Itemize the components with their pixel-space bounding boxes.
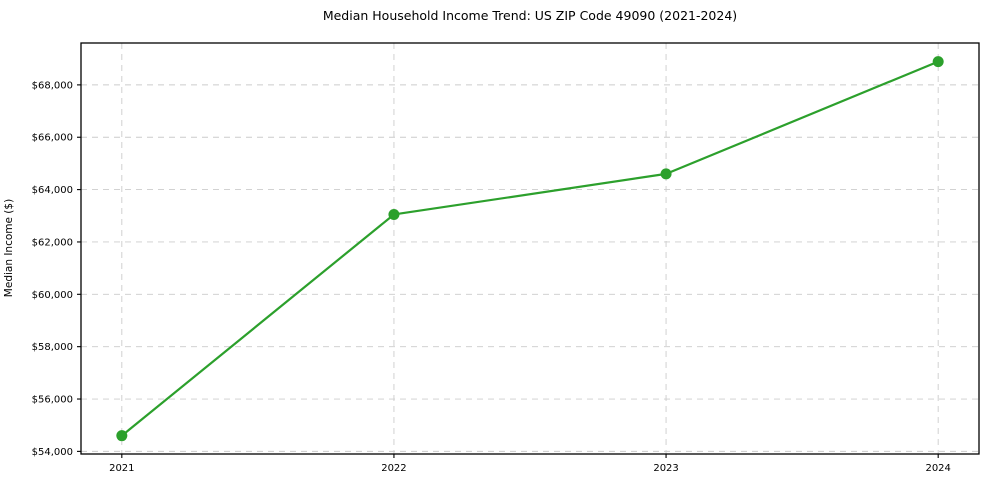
y-tick-label: $56,000 xyxy=(32,395,73,406)
x-tick-label: 2021 xyxy=(109,463,134,474)
data-point-marker xyxy=(388,208,400,220)
data-point-marker xyxy=(116,430,128,442)
y-tick-label: $68,000 xyxy=(32,80,73,91)
plot-border xyxy=(80,42,980,455)
y-tick-label: $58,000 xyxy=(32,342,73,353)
x-tick-label: 2024 xyxy=(925,463,950,474)
data-point-marker xyxy=(932,56,944,68)
y-tick-label: $62,000 xyxy=(32,237,73,248)
chart-title: Median Household Income Trend: US ZIP Co… xyxy=(322,8,738,23)
income-trend-line xyxy=(120,60,940,437)
y-tick-label: $64,000 xyxy=(32,185,73,196)
x-tick-label: 2022 xyxy=(381,463,406,474)
y-tick-label: $66,000 xyxy=(32,133,73,144)
y-tick-label: $54,000 xyxy=(32,447,73,458)
data-point-marker xyxy=(660,168,672,180)
x-tick-label: 2023 xyxy=(653,463,678,474)
y-tick-label: $60,000 xyxy=(32,290,73,301)
